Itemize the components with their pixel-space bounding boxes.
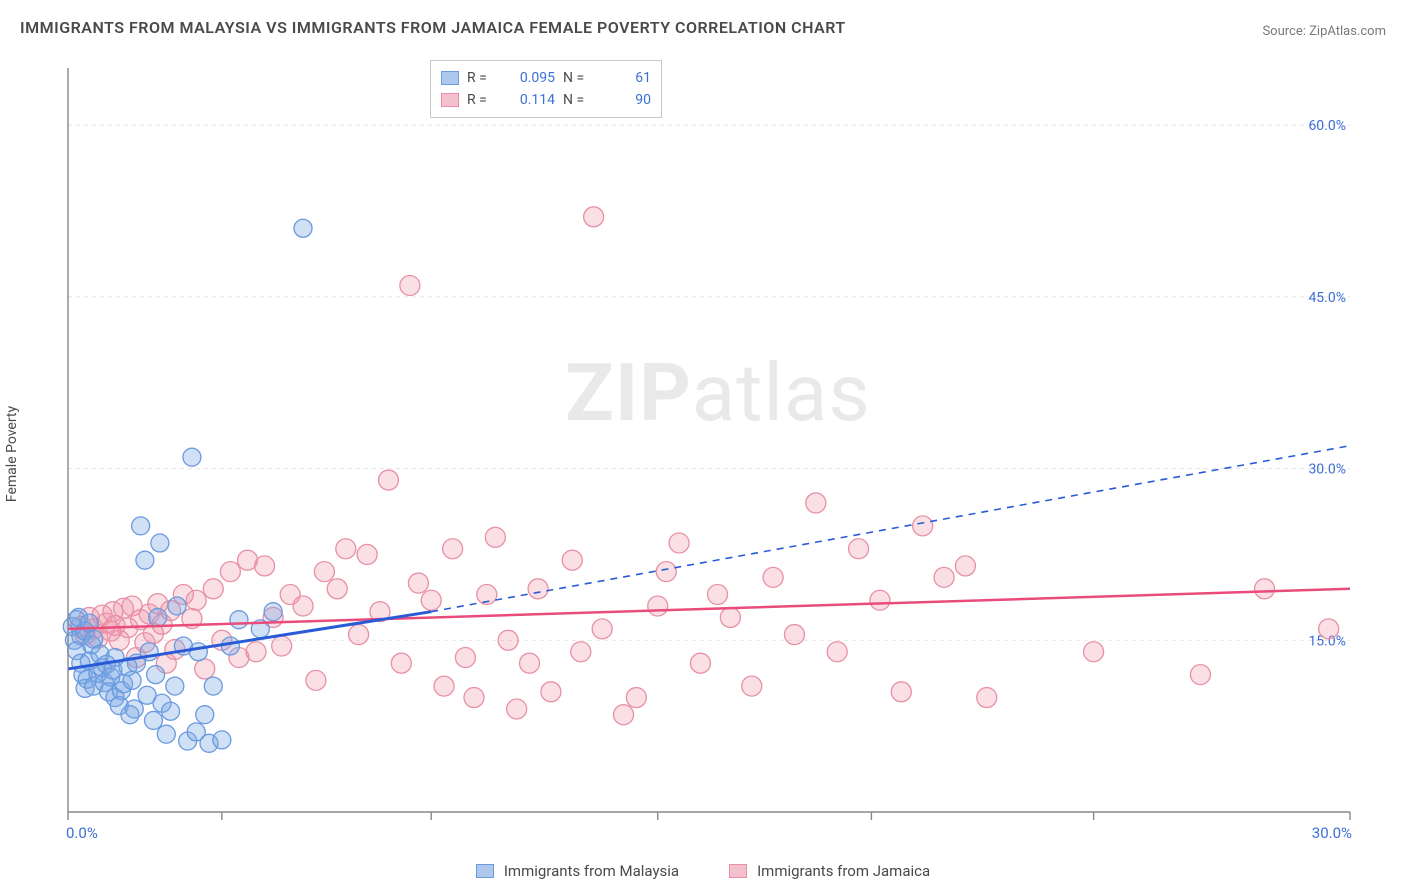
r-label: R = xyxy=(467,67,495,89)
svg-text:45.0%: 45.0% xyxy=(1308,290,1346,306)
chart-container: 15.0%30.0%45.0%60.0%0.0%30.0% ZIPatlas xyxy=(50,60,1386,852)
svg-text:30.0%: 30.0% xyxy=(1312,824,1352,840)
r-label: R = xyxy=(467,89,495,111)
n-label: N = xyxy=(563,89,591,111)
source-attribution: Source: ZipAtlas.com xyxy=(1262,24,1386,39)
n-value-jamaica: 90 xyxy=(599,89,651,111)
n-label: N = xyxy=(563,67,591,89)
scatter-chart: 15.0%30.0%45.0%60.0%0.0%30.0% xyxy=(50,60,1370,840)
bottom-legend: Immigrants from Malaysia Immigrants from… xyxy=(0,862,1406,880)
swatch-malaysia xyxy=(476,864,494,878)
r-value-jamaica: 0.114 xyxy=(503,89,555,111)
swatch-malaysia xyxy=(441,71,459,85)
legend-item-malaysia: Immigrants from Malaysia xyxy=(476,862,679,880)
svg-text:0.0%: 0.0% xyxy=(66,824,98,840)
legend-item-jamaica: Immigrants from Jamaica xyxy=(729,862,930,880)
stats-legend-row-jamaica: R = 0.114 N = 90 xyxy=(441,89,651,111)
y-axis-label: Female Poverty xyxy=(4,406,20,502)
svg-text:30.0%: 30.0% xyxy=(1308,462,1346,478)
source-label: Source: xyxy=(1262,24,1305,39)
swatch-jamaica xyxy=(441,93,459,107)
legend-label-jamaica: Immigrants from Jamaica xyxy=(757,862,930,880)
source-link[interactable]: ZipAtlas.com xyxy=(1309,24,1386,39)
svg-text:60.0%: 60.0% xyxy=(1308,118,1346,134)
n-value-malaysia: 61 xyxy=(599,67,651,89)
legend-label-malaysia: Immigrants from Malaysia xyxy=(504,862,679,880)
stats-legend-row-malaysia: R = 0.095 N = 61 xyxy=(441,67,651,89)
chart-title: IMMIGRANTS FROM MALAYSIA VS IMMIGRANTS F… xyxy=(20,18,846,37)
r-value-malaysia: 0.095 xyxy=(503,67,555,89)
stats-legend: R = 0.095 N = 61 R = 0.114 N = 90 xyxy=(430,60,662,118)
swatch-jamaica xyxy=(729,864,747,878)
